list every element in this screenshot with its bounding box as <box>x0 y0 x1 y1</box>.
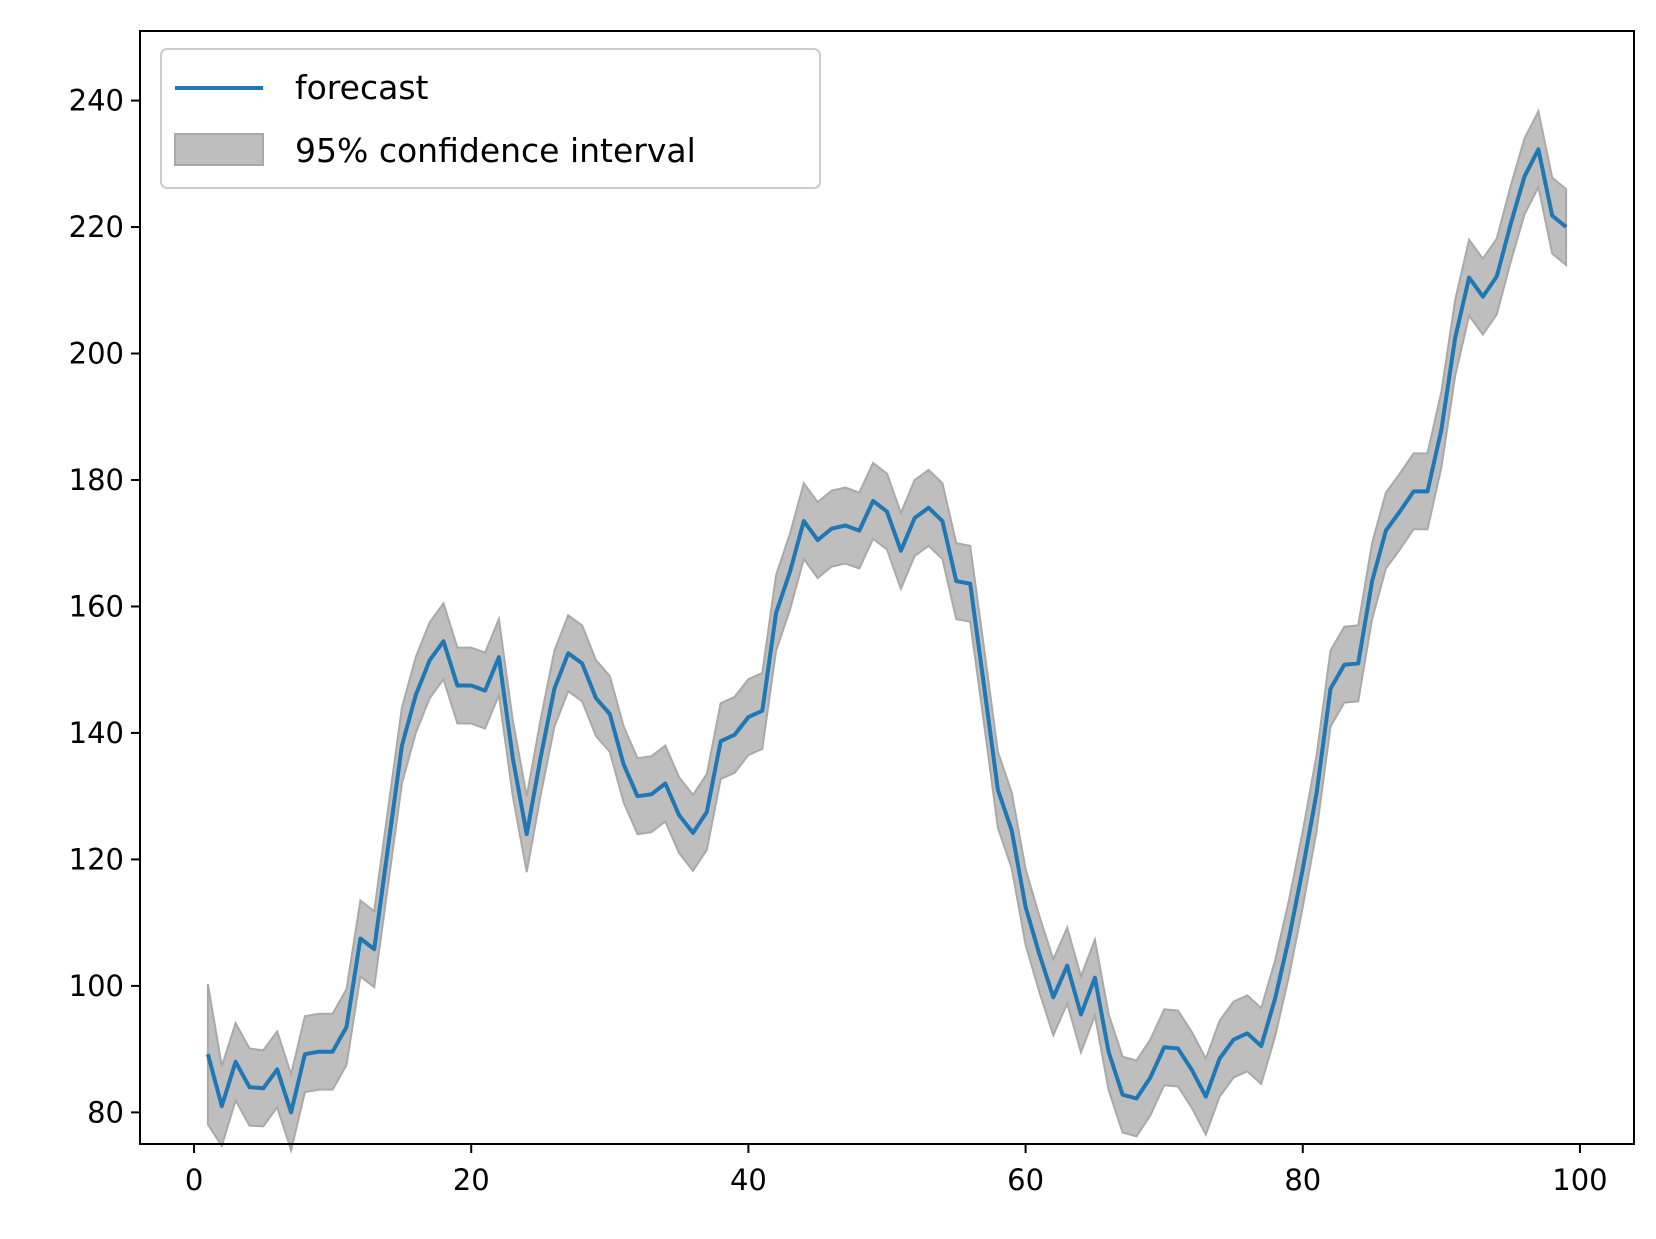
x-axis: 0 20 40 60 80 100 <box>185 1144 1608 1197</box>
forecast-line <box>205 147 1568 1115</box>
legend-box <box>160 48 821 189</box>
y-tick-label: 200 <box>69 337 124 371</box>
legend-forecast-label: forecast <box>295 68 429 107</box>
x-tick-label: 0 <box>185 1163 203 1197</box>
y-tick-label: 220 <box>69 210 124 244</box>
y-tick-label: 120 <box>69 842 124 876</box>
y-tick-label: 100 <box>69 969 124 1003</box>
x-tick-label: 20 <box>453 1163 490 1197</box>
x-tick-label: 100 <box>1552 1163 1607 1197</box>
y-tick-label: 160 <box>69 589 124 623</box>
legend-confidence-interval-label: 95% confidence interval <box>295 131 696 170</box>
plot-frame <box>139 30 1635 1145</box>
x-tick-label: 60 <box>1007 1163 1044 1197</box>
x-tick-label: 40 <box>730 1163 767 1197</box>
confidence-interval-band <box>206 108 1568 1155</box>
x-tick-label: 80 <box>1284 1163 1321 1197</box>
y-tick-label: 180 <box>69 463 124 497</box>
y-tick-label: 140 <box>69 716 124 750</box>
legend: forecast 95% confidence interval <box>160 48 821 189</box>
y-axis: 80 100 120 140 160 180 200 220 240 <box>69 84 140 1129</box>
y-tick-label: 80 <box>87 1095 124 1129</box>
plot-layer <box>205 108 1568 1155</box>
y-tick-label: 240 <box>69 84 124 118</box>
legend-confidence-interval-swatch <box>174 133 264 166</box>
